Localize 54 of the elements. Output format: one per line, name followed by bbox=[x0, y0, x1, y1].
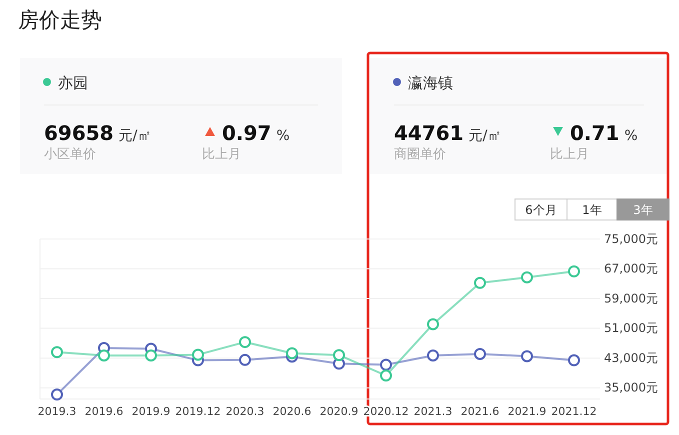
text: % bbox=[624, 128, 638, 144]
x-tick-label: 2021.3 bbox=[414, 404, 452, 418]
y-tick-label: 35,000元 bbox=[604, 380, 658, 395]
y-tick-label: 67,000元 bbox=[604, 262, 658, 276]
point bbox=[521, 350, 533, 362]
point bbox=[239, 336, 251, 348]
point bbox=[380, 358, 392, 371]
point bbox=[192, 348, 204, 361]
point bbox=[568, 354, 580, 366]
text: 元/㎡ bbox=[468, 128, 502, 144]
text: 比上月 bbox=[202, 147, 241, 162]
text: % bbox=[276, 128, 290, 144]
point bbox=[51, 346, 63, 358]
x-tick-label: 2019.6 bbox=[84, 404, 124, 418]
x-tick-label: 2020.9 bbox=[320, 404, 358, 418]
point bbox=[521, 271, 533, 284]
point bbox=[474, 276, 486, 289]
point bbox=[380, 370, 392, 382]
point bbox=[145, 349, 157, 362]
x-tick-label: 2019.3 bbox=[38, 404, 76, 418]
point bbox=[98, 349, 110, 362]
text: 比上月 bbox=[550, 147, 589, 162]
y-tick-label: 59,000元 bbox=[604, 291, 658, 306]
text: 商圈单价 bbox=[394, 147, 446, 162]
x-tick-label: 2021.6 bbox=[460, 404, 500, 418]
point bbox=[427, 318, 439, 330]
y-tick-label: 51,000元 bbox=[604, 321, 658, 336]
point bbox=[51, 388, 63, 401]
point bbox=[568, 265, 580, 278]
point bbox=[286, 347, 298, 360]
text: 0.97 bbox=[222, 121, 272, 145]
chart-title: 房价走势 bbox=[18, 8, 102, 32]
y-tick-label: 43,000元 bbox=[604, 350, 658, 365]
text: 小区单价 bbox=[44, 147, 96, 162]
x-tick-label: 2020.6 bbox=[272, 404, 312, 418]
point bbox=[427, 349, 439, 362]
text: 元/㎡ bbox=[118, 128, 152, 144]
x-tick-label: 2019.9 bbox=[132, 404, 170, 418]
point bbox=[239, 354, 251, 366]
x-tick-label: 2021.9 bbox=[508, 404, 546, 418]
x-tick-label: 2020.3 bbox=[226, 404, 264, 418]
text: 44761 bbox=[394, 121, 464, 145]
range-button: 1年 bbox=[566, 198, 618, 220]
point bbox=[333, 349, 345, 362]
range-button: 3年 bbox=[616, 198, 670, 220]
text: 0.71 bbox=[570, 121, 620, 145]
x-tick-label: 2021.12 bbox=[551, 404, 597, 418]
y-tick-label: 75,000元 bbox=[604, 232, 658, 246]
legend-label: 瀛海镇 bbox=[408, 74, 453, 92]
point bbox=[474, 348, 486, 360]
x-tick-label: 2019.12 bbox=[175, 404, 221, 418]
text: 69658 bbox=[44, 121, 114, 145]
legend-label: 亦园 bbox=[58, 74, 88, 92]
range-button: 6个月 bbox=[514, 198, 568, 220]
